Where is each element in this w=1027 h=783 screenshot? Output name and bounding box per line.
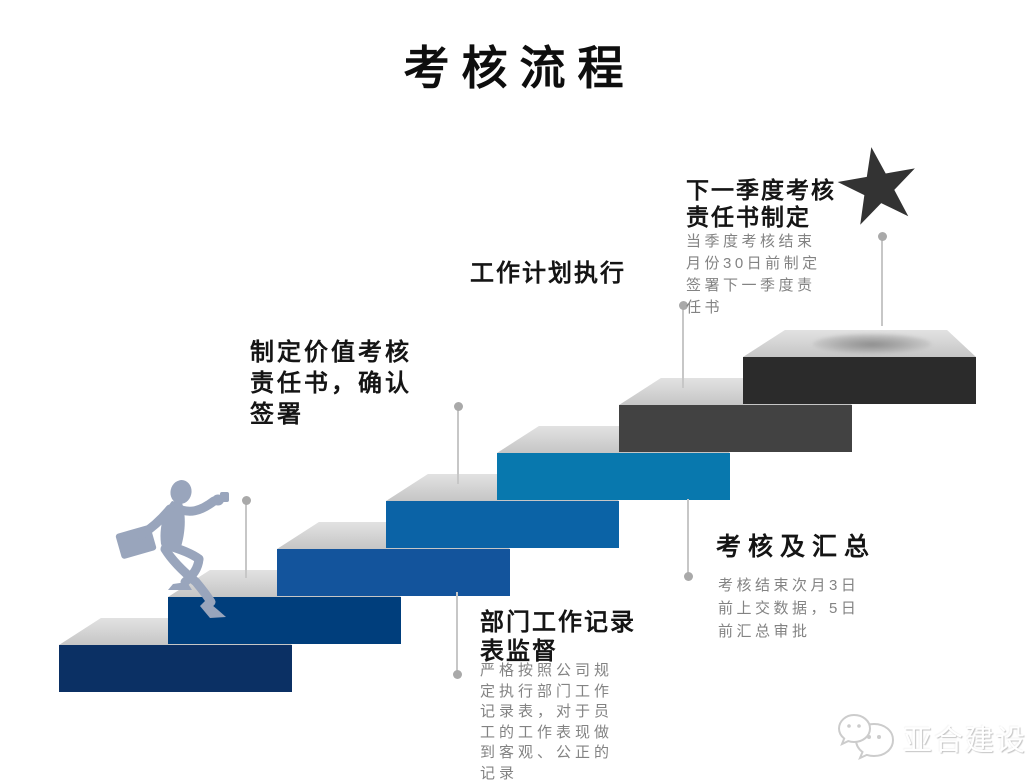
stair-step-front-face (497, 453, 730, 500)
stair-step-3 (277, 522, 510, 596)
goal-hole (813, 334, 931, 355)
stair-step-front-face (277, 549, 510, 596)
connector-dot (877, 232, 887, 241)
page-title: 考核流程 (403, 42, 636, 94)
connector-dot (683, 572, 693, 581)
step-label-work-plan: 工作计划执行 (470, 260, 626, 287)
stair-step-6 (619, 378, 852, 452)
connector-line (678, 301, 688, 388)
connector-line (877, 232, 887, 326)
connector-dot (241, 496, 251, 505)
connector-dot (453, 402, 463, 411)
connector-dot (678, 301, 688, 310)
brand-name: 亚合建设 (903, 725, 1027, 757)
connector-dot (452, 670, 462, 679)
step-desc-assess-summary: 考核结束次月3日 前上交数据，5日 前汇总审批 (718, 577, 860, 640)
stair-step-4 (386, 474, 619, 548)
stair-step-5 (497, 426, 730, 500)
connector-line (683, 499, 693, 581)
stair-step-1 (59, 618, 292, 692)
businessman-climber-icon (115, 480, 229, 618)
stair-step-top-face (743, 330, 976, 357)
stair-step-front-face (743, 357, 976, 404)
stair-step-front-face (386, 501, 619, 548)
step-label-sign-responsibility: 制定价值考核 责任书，确认 签署 (250, 339, 412, 428)
star-icon (837, 147, 915, 225)
watermark: 亚合建设 (837, 712, 1027, 764)
wechat-icon (837, 713, 895, 760)
step-label-next-quarter: 下一季度考核 责任书制定 (686, 177, 836, 230)
stair-step-front-face (59, 645, 292, 692)
connector-line (241, 496, 251, 578)
connector-line (453, 402, 463, 484)
stair-step-7-top (743, 330, 976, 404)
connector-line (452, 592, 462, 679)
step-desc-next-quarter: 当季度考核结束 月份30日前制定 签署下一季度责 任书 (686, 233, 821, 316)
step-label-record-supervision: 部门工作记录 表监督 (480, 609, 636, 665)
step-label-assess-summary: 考核及汇总 (716, 533, 877, 561)
stair-step-front-face (619, 405, 852, 452)
step-desc-record-supervision: 严格按照公司规 定执行部门工作 记录表，对于员 工的工作表现做 到客观、公正的 … (480, 662, 614, 782)
